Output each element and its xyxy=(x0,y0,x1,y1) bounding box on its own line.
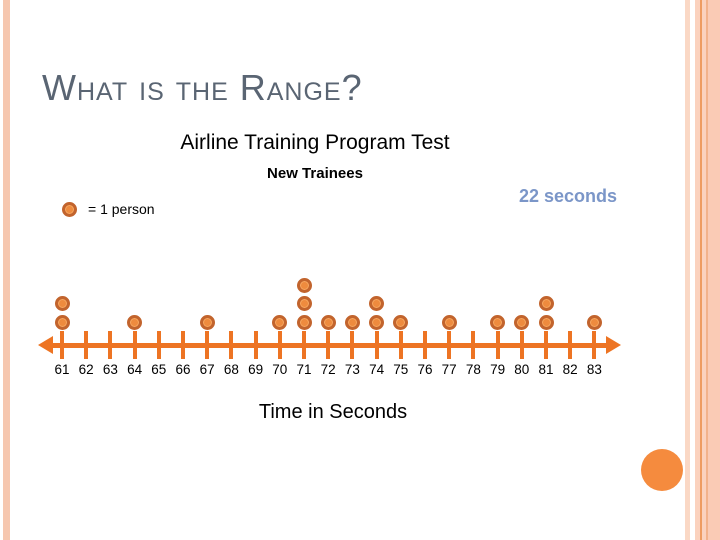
data-dot-81-2 xyxy=(538,296,554,312)
axis-tick-label-68: 68 xyxy=(223,362,239,377)
data-dot-77-1 xyxy=(441,314,457,330)
data-dot-80-1 xyxy=(514,314,530,330)
right-border-stripes xyxy=(685,0,720,540)
axis-tick-64 xyxy=(132,331,137,359)
data-dot-71-2 xyxy=(296,296,312,312)
data-dot-81-1 xyxy=(538,314,554,330)
axis-tick-label-80: 80 xyxy=(514,362,530,377)
axis-tick-66 xyxy=(181,331,185,359)
axis-tick-77 xyxy=(447,331,452,359)
axis-tick-63 xyxy=(108,331,113,359)
legend: = 1 person xyxy=(62,199,155,219)
axis-tick-label-81: 81 xyxy=(538,362,554,377)
axis-tick-label-78: 78 xyxy=(465,362,481,377)
page-title: What is the Range? xyxy=(42,67,363,108)
data-dot-74-1 xyxy=(369,314,385,330)
axis-tick-78 xyxy=(471,331,476,359)
axis-tick-65 xyxy=(156,331,161,359)
axis-tick-label-70: 70 xyxy=(272,362,288,377)
axis-arrow-right-icon xyxy=(606,336,621,354)
axis-tick-label-76: 76 xyxy=(417,362,433,377)
data-dot-61-2 xyxy=(54,296,70,312)
data-dot-74-2 xyxy=(369,296,385,312)
axis-tick-68 xyxy=(229,331,234,359)
data-dot-67-1 xyxy=(199,314,215,330)
axis-tick-label-65: 65 xyxy=(151,362,167,377)
axis-tick-label-66: 66 xyxy=(175,362,191,377)
axis-tick-82 xyxy=(568,331,573,359)
axis-tick-70 xyxy=(277,331,282,359)
axis-tick-label-72: 72 xyxy=(320,362,336,377)
data-dot-70-1 xyxy=(272,314,288,330)
data-dot-73-1 xyxy=(344,314,360,330)
axis-tick-62 xyxy=(84,331,89,359)
data-dot-64-1 xyxy=(127,314,143,330)
chart-title: Airline Training Program Test xyxy=(180,131,450,154)
axis-tick-label-83: 83 xyxy=(586,362,602,377)
axis-tick-61 xyxy=(60,331,64,359)
axis-tick-label-71: 71 xyxy=(296,362,312,377)
axis-tick-label-79: 79 xyxy=(490,362,506,377)
dot-plot: 61 62 63 64 65 66 67 68 69 70 71 72 73 74 75 76 77 78 79 80… xyxy=(38,270,628,388)
axis-tick-81 xyxy=(544,331,548,359)
axis-tick-label-63: 63 xyxy=(102,362,118,377)
axis-tick-label-67: 67 xyxy=(199,362,215,377)
range-answer-text: 22 seconds xyxy=(518,186,617,206)
axis-tick-83 xyxy=(592,331,597,359)
axis-tick-74 xyxy=(374,331,379,359)
axis-tick-71 xyxy=(302,331,306,359)
decorative-circle xyxy=(641,449,683,491)
axis-tick-label-77: 77 xyxy=(441,362,457,377)
axis-tick-label-61: 61 xyxy=(54,362,70,377)
chart-subtitle: New Trainees xyxy=(267,165,363,182)
axis-tick-label-64: 64 xyxy=(127,362,143,377)
axis-tick-75 xyxy=(398,331,403,359)
axis-tick-label-62: 62 xyxy=(78,362,94,377)
data-dot-71-3 xyxy=(296,277,312,293)
axis-tick-label-73: 73 xyxy=(344,362,360,377)
axis-tick-label-69: 69 xyxy=(248,362,264,377)
axis-tick-72 xyxy=(326,331,331,359)
data-dot-79-1 xyxy=(490,314,506,330)
legend-label: = 1 person xyxy=(88,201,155,217)
axis-tick-label-82: 82 xyxy=(562,362,578,377)
axis-tick-67 xyxy=(205,331,210,359)
axis-tick-80 xyxy=(519,331,524,359)
axis-tick-79 xyxy=(495,331,500,359)
left-border-stripe xyxy=(3,0,10,540)
axis-tick-73 xyxy=(350,331,355,359)
x-axis-label: Time in Seconds xyxy=(258,401,408,423)
axis-tick-label-75: 75 xyxy=(393,362,409,377)
person-dot-icon xyxy=(62,201,77,217)
axis-tick-69 xyxy=(253,331,258,359)
axis-tick-label-74: 74 xyxy=(369,362,385,377)
data-dot-71-1 xyxy=(296,314,312,330)
axis-tick-76 xyxy=(423,331,427,359)
data-dot-61-1 xyxy=(54,314,70,330)
data-dot-83-1 xyxy=(586,314,602,330)
axis-arrow-left-icon xyxy=(38,336,53,354)
data-dot-75-1 xyxy=(393,314,409,330)
data-dot-72-1 xyxy=(320,314,336,330)
